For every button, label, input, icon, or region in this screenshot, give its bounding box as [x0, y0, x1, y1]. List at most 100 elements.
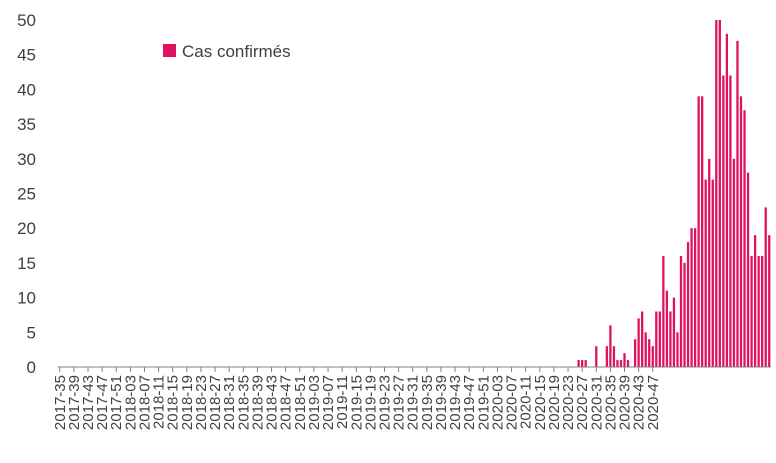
x-tick-label: 2017-39	[66, 375, 83, 430]
y-tick-label: 20	[17, 219, 36, 238]
x-tick-label: 2018-27	[207, 375, 224, 430]
bar	[718, 20, 721, 367]
x-tick-label: 2018-23	[193, 375, 210, 430]
x-tick-label: 2018-39	[249, 375, 266, 430]
bar	[581, 360, 584, 367]
x-tick-label: 2018-43	[264, 375, 281, 430]
bar	[768, 235, 771, 367]
bar	[672, 297, 676, 367]
bar	[616, 360, 619, 367]
x-tick-label: 2018-11	[151, 375, 168, 429]
y-tick-label: 10	[17, 289, 36, 308]
bar	[753, 235, 757, 367]
bar	[690, 228, 693, 367]
x-tick-label: 2019-11	[334, 375, 351, 429]
bar	[715, 20, 718, 367]
bar	[683, 262, 686, 367]
legend-swatch	[163, 44, 176, 57]
x-tick-label: 2019-03	[306, 375, 323, 430]
bar	[693, 228, 697, 367]
bar	[743, 110, 746, 367]
bar	[686, 242, 690, 367]
bar	[757, 255, 760, 367]
bar	[739, 96, 743, 367]
x-tick-label: 2019-35	[419, 375, 436, 430]
bar	[732, 158, 736, 367]
x-tick-label: 2020-19	[546, 375, 563, 430]
x-tick-label: 2020-35	[602, 375, 619, 430]
x-tick-label: 2018-35	[235, 375, 252, 430]
x-tick-label: 2019-27	[391, 375, 408, 430]
y-tick-label: 15	[17, 254, 36, 273]
bar	[722, 75, 725, 368]
x-tick-label: 2019-07	[320, 375, 337, 430]
bar	[648, 339, 651, 367]
x-axis-ticks: 2017-352017-392017-432017-472017-512018-…	[52, 367, 662, 430]
x-tick-label: 2017-35	[52, 375, 69, 430]
x-tick-label: 2020-11	[518, 375, 535, 429]
x-tick-label: 2017-51	[108, 375, 125, 430]
bar	[676, 332, 679, 367]
bar	[665, 290, 669, 367]
y-tick-label: 25	[17, 185, 36, 204]
bar	[736, 40, 739, 367]
bar	[725, 33, 729, 367]
x-tick-label: 2019-23	[377, 375, 394, 430]
x-tick-label: 2020-43	[631, 375, 648, 430]
legend: Cas confirmés	[163, 42, 291, 61]
x-tick-label: 2019-31	[405, 375, 422, 430]
bar	[651, 346, 654, 367]
x-tick-label: 2020-07	[504, 375, 521, 430]
bar	[679, 255, 683, 367]
bar	[605, 346, 609, 367]
bar	[704, 179, 707, 367]
bar	[644, 332, 647, 367]
x-tick-label: 2020-31	[588, 375, 605, 430]
y-tick-label: 30	[17, 150, 36, 169]
x-tick-label: 2018-19	[179, 375, 196, 430]
x-tick-label: 2020-47	[645, 375, 662, 430]
bar	[633, 339, 637, 367]
bar	[697, 96, 700, 367]
x-tick-label: 2020-15	[532, 375, 549, 430]
bar	[761, 255, 764, 367]
x-tick-label: 2020-27	[574, 375, 591, 430]
x-tick-label: 2019-43	[447, 375, 464, 430]
bar	[626, 360, 630, 367]
x-tick-label: 2018-31	[221, 375, 238, 430]
bar	[711, 179, 714, 367]
y-axis-ticks: 0 5 10 15 20 25 30 35 40 45 50	[17, 11, 36, 377]
bar	[746, 172, 750, 367]
y-tick-label: 5	[27, 323, 36, 342]
legend-label: Cas confirmés	[182, 42, 291, 61]
bar	[623, 353, 626, 367]
x-tick-label: 2019-51	[475, 375, 492, 430]
bar	[708, 158, 711, 367]
bar	[729, 75, 732, 368]
x-tick-label: 2018-03	[122, 375, 139, 430]
y-tick-label: 40	[17, 80, 36, 99]
y-tick-label: 0	[27, 358, 36, 377]
bar	[750, 255, 753, 367]
y-tick-label: 35	[17, 115, 36, 134]
x-tick-label: 2020-23	[560, 375, 577, 430]
x-tick-label: 2018-51	[292, 375, 309, 430]
bar	[612, 346, 616, 367]
x-tick-label: 2019-39	[433, 375, 450, 430]
x-tick-label: 2017-43	[80, 375, 97, 430]
bar	[637, 318, 640, 367]
bar	[577, 360, 580, 367]
bar	[595, 346, 598, 367]
bar	[701, 96, 704, 367]
bar	[619, 360, 623, 367]
bar	[764, 207, 767, 367]
bar	[609, 325, 612, 367]
x-tick-label: 2018-47	[278, 375, 295, 430]
x-tick-label: 2019-15	[348, 375, 365, 430]
x-tick-label: 2017-47	[94, 375, 111, 430]
x-tick-label: 2019-47	[461, 375, 478, 430]
bar	[655, 311, 658, 367]
x-tick-label: 2018-07	[136, 375, 153, 430]
